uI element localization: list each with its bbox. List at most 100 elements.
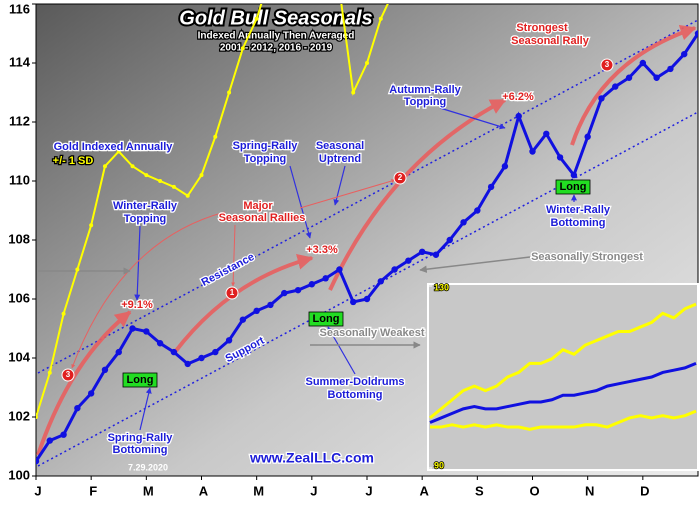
data-point bbox=[144, 173, 149, 178]
data-point bbox=[143, 328, 150, 335]
data-point bbox=[184, 360, 191, 368]
data-point bbox=[625, 74, 633, 81]
annotation: 3 bbox=[605, 60, 610, 69]
data-point bbox=[240, 46, 245, 51]
data-point bbox=[377, 278, 384, 285]
data-point bbox=[61, 311, 66, 316]
annotation: +6.2% bbox=[502, 91, 534, 103]
data-point bbox=[612, 83, 619, 90]
season-arrow bbox=[419, 256, 531, 273]
data-point bbox=[116, 149, 121, 154]
annotation: Long bbox=[313, 313, 340, 325]
y-tick-label: 116 bbox=[9, 1, 30, 16]
inset: 90 130 bbox=[427, 282, 699, 471]
annotation: Strongest bbox=[516, 22, 568, 34]
season-arrows bbox=[38, 256, 531, 349]
data-point bbox=[350, 298, 357, 306]
callout-arrow bbox=[439, 107, 506, 130]
data-point bbox=[391, 266, 398, 273]
annotation: +/- 1 SD bbox=[53, 155, 94, 167]
data-point bbox=[336, 266, 343, 273]
rally-arrow bbox=[570, 25, 697, 146]
annotation: Bottoming bbox=[328, 389, 383, 401]
x-tick-label: A bbox=[419, 483, 429, 498]
annotation: Summer-Doldrums bbox=[305, 376, 404, 388]
y-tick-label: 110 bbox=[9, 172, 30, 187]
annotation: Bottoming bbox=[113, 444, 168, 456]
y-tick-label: 114 bbox=[9, 54, 31, 69]
data-point bbox=[308, 281, 316, 288]
x-tick-label: M bbox=[253, 483, 264, 498]
data-point bbox=[130, 164, 135, 169]
data-point bbox=[681, 50, 688, 58]
data-point bbox=[667, 65, 674, 73]
x-tick-label: N bbox=[585, 483, 594, 498]
annotation: Major bbox=[243, 200, 273, 212]
rally-number-badge bbox=[61, 368, 75, 382]
x-tick-label: J bbox=[365, 483, 372, 498]
data-point bbox=[322, 275, 329, 282]
rally-number-badge bbox=[225, 286, 239, 300]
x-tick-label: J bbox=[310, 483, 317, 498]
data-point bbox=[171, 184, 176, 189]
data-point bbox=[213, 134, 218, 139]
data-point bbox=[115, 348, 122, 356]
annotation: www.ZealLLC.com bbox=[249, 450, 374, 466]
chart-subtitle: Indexed Annually Then Averaged bbox=[198, 31, 355, 42]
data-point bbox=[60, 431, 67, 438]
callout-arrow bbox=[139, 387, 152, 431]
data-point bbox=[87, 390, 95, 397]
data-point bbox=[570, 171, 578, 179]
plot-series bbox=[36, 4, 698, 465]
data-point bbox=[102, 164, 107, 169]
data-point bbox=[365, 61, 369, 65]
annotation: +3.3% bbox=[306, 244, 338, 256]
data-point bbox=[267, 301, 274, 309]
data-point bbox=[47, 370, 52, 375]
callout-arrow bbox=[71, 211, 226, 369]
data-point bbox=[158, 179, 163, 183]
x-tick-label: F bbox=[89, 483, 97, 498]
y-tick-label: 104 bbox=[8, 349, 30, 364]
callout-arrow bbox=[231, 224, 236, 287]
callout-arrow bbox=[327, 326, 356, 375]
data-point bbox=[46, 437, 53, 444]
annotation: Topping bbox=[404, 96, 447, 108]
annotation: 7.29.2020 bbox=[128, 462, 168, 472]
annotation: Winter-Rally bbox=[546, 204, 611, 216]
data-point bbox=[170, 348, 178, 356]
data-point bbox=[294, 286, 302, 294]
long-badge bbox=[555, 179, 591, 195]
inset-series bbox=[429, 302, 697, 431]
y-tick-label: 106 bbox=[8, 290, 30, 305]
data-point bbox=[474, 207, 481, 214]
annotation: Bottoming bbox=[551, 217, 606, 229]
data-point bbox=[501, 163, 509, 170]
callout-arrow bbox=[289, 165, 312, 239]
annotation: Long bbox=[560, 181, 587, 193]
data-point bbox=[598, 95, 605, 102]
data-point bbox=[185, 193, 190, 198]
annotation: Seasonally Strongest bbox=[531, 251, 643, 263]
data-point bbox=[529, 148, 536, 155]
rally-arrow bbox=[36, 310, 132, 456]
annotation: Long bbox=[127, 374, 154, 386]
data-point bbox=[405, 257, 412, 264]
data-point bbox=[446, 236, 453, 244]
data-point bbox=[225, 337, 233, 344]
data-point bbox=[89, 223, 94, 228]
series-line bbox=[429, 361, 697, 424]
annotation: Autumn-Rally bbox=[389, 84, 461, 96]
y-tick-label: 102 bbox=[8, 408, 30, 423]
data-point bbox=[36, 458, 40, 465]
data-point bbox=[239, 316, 247, 323]
annotation: Gold Indexed Annually bbox=[54, 141, 174, 153]
series-line bbox=[430, 409, 697, 431]
annotation: 3 bbox=[66, 370, 71, 379]
annotation: 1 bbox=[230, 288, 235, 297]
data-point bbox=[543, 130, 550, 137]
rally-number-badge bbox=[600, 58, 614, 72]
annotation: Uptrend bbox=[319, 153, 361, 165]
data-point bbox=[198, 354, 205, 362]
